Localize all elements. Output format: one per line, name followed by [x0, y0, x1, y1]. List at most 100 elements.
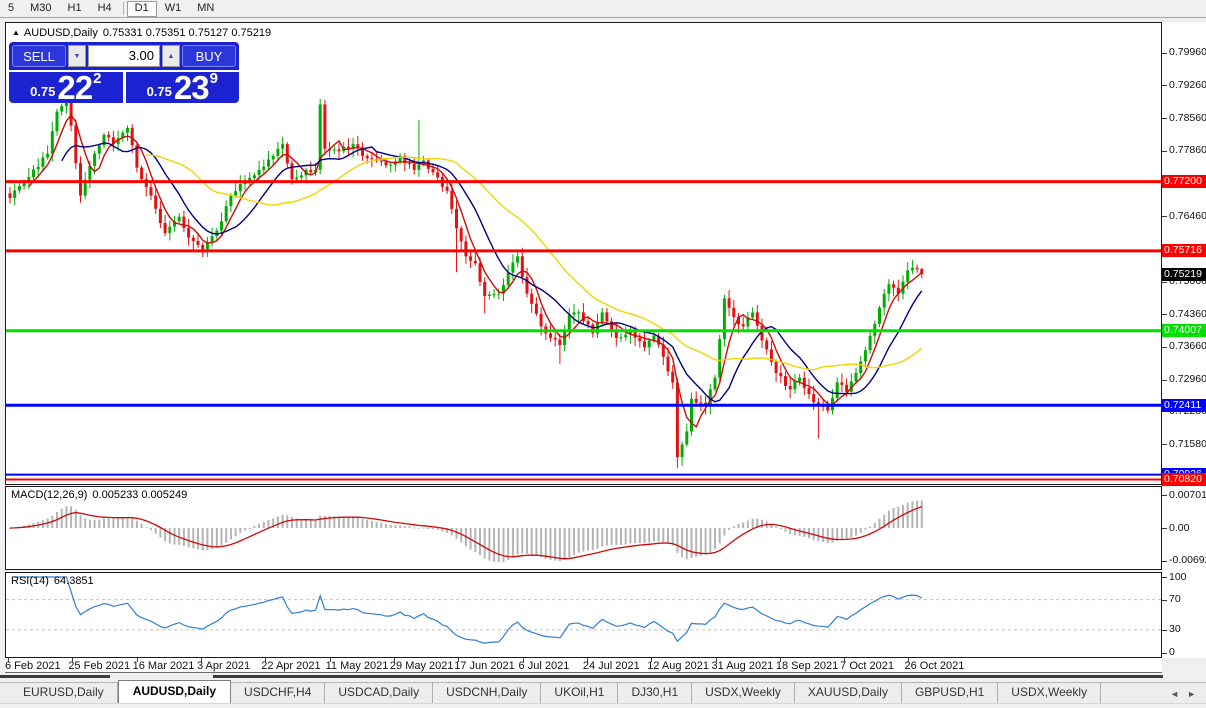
main-chart-panel[interactable]: ▲ AUDUSD,Daily 0.75331 0.75351 0.75127 0.7… — [5, 22, 1162, 485]
rsi-tick-label: 30 — [1169, 623, 1181, 636]
macd-tick-mark — [1162, 495, 1167, 496]
date-tick-label: 24 Jul 2021 — [582, 660, 640, 672]
timeframe-d1[interactable]: D1 — [126, 0, 157, 17]
rsi-label: RSI(14) 64.3851 — [11, 575, 99, 587]
macd-tick-label: 0.007015 — [1169, 488, 1206, 501]
scroll-right-icon[interactable]: ► — [1187, 689, 1196, 699]
price-tick-mark — [1162, 216, 1167, 218]
date-tick-label: 6 Jul 2021 — [518, 660, 570, 672]
buy-price-prefix: 0.75 — [146, 84, 172, 99]
rsi-tick-mark — [1162, 629, 1167, 631]
timeframe-w1[interactable]: W1 — [164, 2, 182, 14]
date-tick-label: 17 Jun 2021 — [454, 660, 515, 672]
macd-tick-label: 0.00 — [1169, 521, 1190, 534]
tab-usdchf-h4[interactable]: USDCHF,H4 — [231, 682, 326, 703]
spin-up-icon: ▲ — [167, 52, 175, 60]
buy-price-sup: 9 — [209, 70, 218, 87]
date-tick-label: 7 Oct 2021 — [840, 660, 894, 672]
tab-usdcnh-daily[interactable]: USDCNH,Daily — [433, 682, 542, 703]
one-click-trade-panel: SELL ▼ 3.00 ▲ BUY 0.75 22 2 0.75 23 9 — [9, 42, 239, 106]
rsi-tick-mark — [1162, 652, 1167, 654]
macd-name: MACD(12,26,9) — [11, 489, 88, 501]
date-tick-label: 25 Feb 2021 — [68, 660, 131, 672]
price-axis: 0.79960 0.79260 0.78560 0.77860 0.76460 0.750… — [1162, 22, 1206, 658]
buy-button[interactable]: BUY — [182, 45, 236, 67]
tab-usdcad-daily[interactable]: USDCAD,Daily — [325, 682, 434, 703]
date-tick-mark — [458, 658, 460, 662]
date-tick-mark — [715, 658, 717, 662]
horizontal-scrollbar[interactable] — [0, 673, 1206, 681]
price-chart-canvas[interactable] — [6, 23, 1161, 484]
price-tick-mark — [1162, 379, 1167, 381]
tab-xauusd-daily[interactable]: XAUUSD,Daily — [795, 682, 902, 703]
rsi-panel[interactable]: RSI(14) 64.3851 — [5, 572, 1162, 658]
sell-price-display[interactable]: 0.75 22 2 — [9, 69, 123, 106]
price-tick-label: 0.71580 — [1169, 437, 1206, 450]
sell-button[interactable]: SELL — [12, 45, 66, 67]
scrollbar-thumb[interactable] — [213, 675, 1163, 678]
date-tick-mark — [651, 658, 653, 662]
sell-price-prefix: 0.75 — [30, 84, 56, 99]
rsi-canvas — [6, 576, 1161, 644]
macd-signal-line — [9, 506, 922, 560]
volume-input[interactable]: 3.00 — [88, 45, 160, 67]
price-tick-mark — [1162, 314, 1167, 316]
date-axis: 6 Feb 2021 25 Feb 2021 16 Mar 2021 3 Apr 20… — [5, 658, 1162, 673]
current-price-label: 0.75219 — [1162, 267, 1206, 281]
date-tick-mark — [779, 658, 781, 662]
macd-tick-mark — [1162, 528, 1167, 529]
scroll-left-icon[interactable]: ◄ — [1170, 689, 1180, 699]
date-tick-mark — [908, 658, 910, 662]
tab-eurusd-daily[interactable]: EURUSD,Daily — [10, 682, 118, 703]
toolbar-separator — [122, 2, 124, 15]
price-tick-mark — [1162, 444, 1167, 446]
price-tick-label: 0.74360 — [1169, 307, 1206, 320]
rsi-line — [14, 576, 923, 644]
volume-decrease-button[interactable]: ▼ — [68, 45, 86, 67]
price-tick-mark — [1162, 411, 1167, 413]
price-tick-label: 0.78560 — [1169, 111, 1206, 124]
mid-ma-line — [61, 142, 923, 403]
price-tick-label: 0.79260 — [1169, 78, 1206, 91]
tab-usdx-weekly[interactable]: USDX,Weekly — [692, 682, 795, 703]
price-tick-mark — [1162, 52, 1167, 54]
price-tick-label: 0.76460 — [1169, 209, 1206, 222]
date-tick-mark — [72, 658, 74, 662]
volume-increase-button[interactable]: ▲ — [162, 45, 180, 67]
buy-price-display[interactable]: 0.75 23 9 — [125, 69, 239, 106]
date-tick-mark — [136, 658, 138, 662]
buy-price-big: 23 — [173, 69, 210, 106]
price-tick-mark — [1162, 281, 1167, 283]
spin-down-icon: ▼ — [73, 52, 81, 60]
trade-prices-row: 0.75 22 2 0.75 23 9 — [9, 69, 239, 106]
date-tick-label: 31 Aug 2021 — [711, 660, 774, 672]
rsi-tick-label: 100 — [1169, 570, 1187, 583]
timeframe-mn[interactable]: MN — [197, 2, 215, 14]
chart-tab-bar: EURUSD,Daily AUDUSD,Daily USDCHF,H4 USDCAD,… — [0, 680, 1206, 703]
tab-ukoil-h1[interactable]: UKOil,H1 — [541, 682, 619, 703]
timeframe-h4[interactable]: H4 — [97, 2, 112, 14]
date-tick-mark — [586, 658, 588, 662]
tab-scroll-arrows: ◄ ► — [1170, 689, 1206, 703]
macd-tick-mark — [1162, 560, 1167, 562]
rsi-value: 64.3851 — [53, 575, 94, 587]
date-tick-label: 18 Sep 2021 — [775, 660, 839, 672]
chart-ohlc-values: 0.75331 0.75351 0.75127 0.75219 — [102, 27, 272, 39]
tab-usdx-weekly[interactable]: USDX,Weekly — [998, 682, 1102, 703]
date-tick-label: 12 Aug 2021 — [647, 660, 709, 672]
macd-panel[interactable]: MACD(12,26,9) 0.005233 0.005249 — [5, 486, 1162, 570]
rsi-name: RSI(14) — [11, 575, 49, 587]
timeframe-m30[interactable]: M30 — [30, 2, 52, 14]
date-tick-mark — [200, 658, 202, 662]
timeframe-h1[interactable]: H1 — [67, 2, 82, 14]
sell-price-big: 22 — [57, 69, 93, 106]
tab-audusd-daily[interactable]: AUDUSD,Daily — [117, 680, 232, 703]
tab-gbpusd-h1[interactable]: GBPUSD,H1 — [902, 682, 999, 703]
chart-title: ▲ AUDUSD,Daily 0.75331 0.75351 0.75127 0.7… — [12, 27, 276, 39]
tab-dj30-h1[interactable]: DJ30,H1 — [618, 682, 693, 703]
level-price-label: 0.70820 — [1162, 473, 1206, 487]
date-tick-mark — [522, 658, 524, 662]
timeframe-5[interactable]: 5 — [8, 2, 15, 14]
level-price-label: 0.77200 — [1162, 175, 1206, 189]
